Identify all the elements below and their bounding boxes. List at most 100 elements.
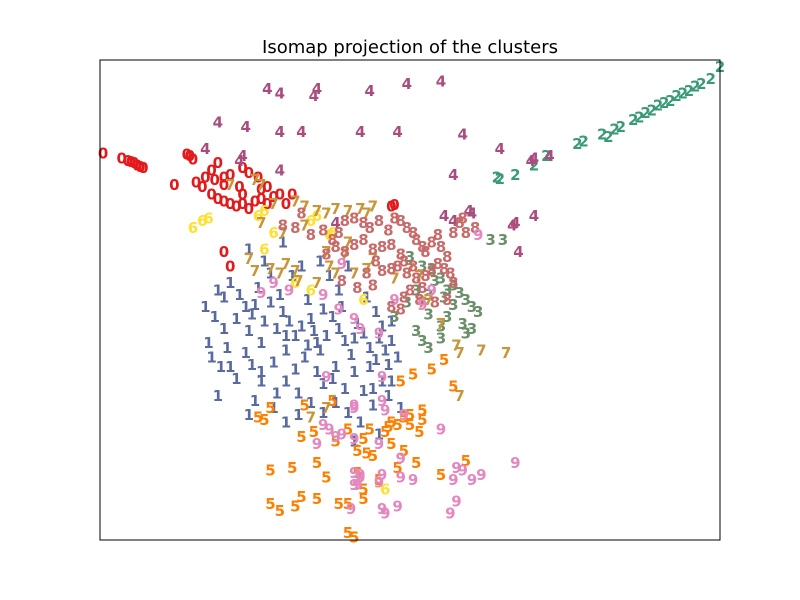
digit-point-0: 0 xyxy=(244,164,254,182)
digit-point-1: 1 xyxy=(209,308,219,326)
digit-point-7: 7 xyxy=(324,257,334,275)
digit-point-1: 1 xyxy=(244,322,254,340)
digit-point-0: 0 xyxy=(185,147,195,165)
digit-point-5: 5 xyxy=(426,361,436,379)
digit-point-5: 5 xyxy=(312,454,322,472)
digit-point-2: 2 xyxy=(671,87,681,105)
digit-point-1: 1 xyxy=(346,346,356,364)
digit-point-8: 8 xyxy=(386,236,396,254)
digit-point-5: 5 xyxy=(309,423,319,441)
digit-point-5: 5 xyxy=(275,502,285,520)
digit-point-5: 5 xyxy=(399,442,409,460)
digit-point-0: 0 xyxy=(206,161,216,179)
digit-point-0: 0 xyxy=(256,190,266,208)
digit-point-1: 1 xyxy=(312,363,322,381)
digit-point-3: 3 xyxy=(417,332,427,350)
digit-point-9: 9 xyxy=(330,428,340,446)
digit-point-1: 1 xyxy=(250,296,260,314)
digit-point-1: 1 xyxy=(293,406,303,424)
digit-point-7: 7 xyxy=(368,250,378,268)
digit-point-8: 8 xyxy=(395,212,405,230)
digit-point-8: 8 xyxy=(386,260,396,278)
digit-point-8: 8 xyxy=(368,241,378,259)
digit-point-8: 8 xyxy=(340,243,350,261)
digit-point-1: 1 xyxy=(268,399,278,417)
digit-point-5: 5 xyxy=(312,490,322,508)
digit-point-7: 7 xyxy=(299,217,309,235)
digit-point-5: 5 xyxy=(408,365,418,383)
digit-point-1: 1 xyxy=(395,399,405,417)
digit-point-8: 8 xyxy=(411,231,421,249)
digit-point-3: 3 xyxy=(498,231,508,249)
digit-point-5: 5 xyxy=(343,524,353,542)
digit-point-1: 1 xyxy=(327,370,337,388)
digit-point-4: 4 xyxy=(309,87,319,105)
digit-point-0: 0 xyxy=(275,185,285,203)
digit-point-9: 9 xyxy=(417,296,427,314)
digit-point-8: 8 xyxy=(349,236,359,254)
digit-point-1: 1 xyxy=(240,344,250,362)
digit-point-5: 5 xyxy=(436,466,446,484)
digit-point-0: 0 xyxy=(225,195,235,213)
digit-point-1: 1 xyxy=(206,349,216,367)
digit-point-1: 1 xyxy=(368,380,378,398)
digit-point-1: 1 xyxy=(259,313,269,331)
digit-point-7: 7 xyxy=(312,202,322,220)
digit-point-8: 8 xyxy=(349,209,359,227)
digit-point-9: 9 xyxy=(352,476,362,494)
digit-point-7: 7 xyxy=(414,267,424,285)
digit-point-8: 8 xyxy=(439,260,449,278)
digit-point-8: 8 xyxy=(420,243,430,261)
digit-point-4: 4 xyxy=(312,80,322,98)
digit-point-1: 1 xyxy=(256,363,266,381)
digit-point-0: 0 xyxy=(262,195,272,213)
plot-area-background xyxy=(100,60,720,540)
digit-point-1: 1 xyxy=(203,334,213,352)
digit-point-7: 7 xyxy=(290,193,300,211)
digit-point-1: 1 xyxy=(287,267,297,285)
digit-point-1: 1 xyxy=(247,356,257,374)
digit-point-1: 1 xyxy=(213,387,223,405)
digit-point-1: 1 xyxy=(318,301,328,319)
digit-point-8: 8 xyxy=(377,262,387,280)
digit-point-3: 3 xyxy=(405,248,415,266)
digit-point-7: 7 xyxy=(417,293,427,311)
digit-point-5: 5 xyxy=(349,529,359,547)
digit-point-7: 7 xyxy=(436,315,446,333)
digit-point-9: 9 xyxy=(374,473,384,491)
digit-point-4: 4 xyxy=(544,147,554,165)
digit-point-2: 2 xyxy=(634,109,644,127)
digit-point-9: 9 xyxy=(380,505,390,523)
digit-point-0: 0 xyxy=(231,197,241,215)
digit-point-6: 6 xyxy=(259,241,269,259)
digit-point-4: 4 xyxy=(513,243,523,261)
digit-point-5: 5 xyxy=(327,392,337,410)
digit-point-7: 7 xyxy=(330,265,340,283)
digit-point-1: 1 xyxy=(318,375,328,393)
digit-point-6: 6 xyxy=(327,224,337,242)
digit-point-1: 1 xyxy=(275,286,285,304)
digit-point-7: 7 xyxy=(281,255,291,273)
digit-point-5: 5 xyxy=(321,469,331,487)
digit-point-2: 2 xyxy=(495,170,505,188)
digit-point-0: 0 xyxy=(197,178,207,196)
digit-point-3: 3 xyxy=(442,308,452,326)
digit-point-5: 5 xyxy=(253,409,263,427)
digit-point-4: 4 xyxy=(464,202,474,220)
digit-point-3: 3 xyxy=(436,329,446,347)
digit-point-8: 8 xyxy=(358,214,368,232)
digit-point-7: 7 xyxy=(225,176,235,194)
digit-point-7: 7 xyxy=(321,399,331,417)
digit-point-1: 1 xyxy=(349,363,359,381)
digit-point-1: 1 xyxy=(281,413,291,431)
digit-point-5: 5 xyxy=(368,447,378,465)
digit-point-5: 5 xyxy=(333,495,343,513)
digit-point-7: 7 xyxy=(405,260,415,278)
digit-point-7: 7 xyxy=(293,272,303,290)
digit-point-6: 6 xyxy=(312,207,322,225)
digit-point-8: 8 xyxy=(337,272,347,290)
digit-point-7: 7 xyxy=(343,202,353,220)
digit-point-8: 8 xyxy=(330,238,340,256)
digit-point-3: 3 xyxy=(430,272,440,290)
digit-point-2: 2 xyxy=(659,94,669,112)
